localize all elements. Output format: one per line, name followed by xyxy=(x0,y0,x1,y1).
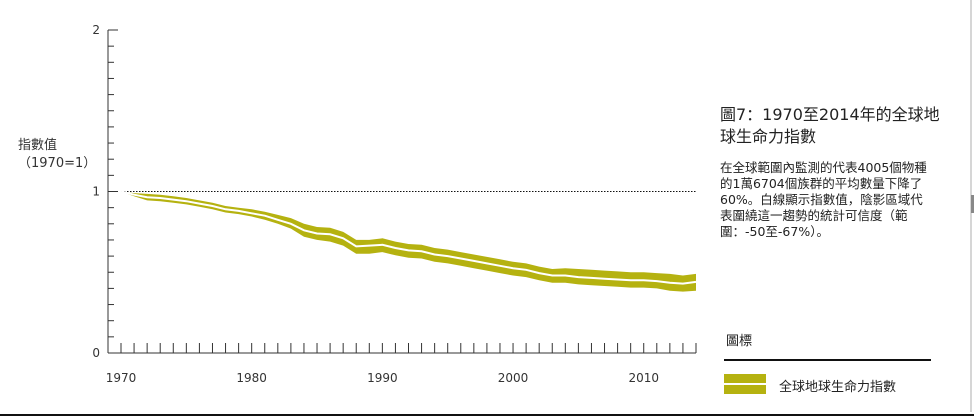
legend-label: 全球地球生命力指數 xyxy=(779,380,897,395)
x-tick-label: 1990 xyxy=(367,371,398,385)
index-line xyxy=(120,190,697,285)
confidence-band xyxy=(121,191,696,292)
y-axis-title-line-2: （1970=1） xyxy=(18,156,97,171)
y-axis-title: 指數值 （1970=1） xyxy=(18,137,96,173)
x-tick-label: 2010 xyxy=(628,371,659,385)
lpi-chart: 0 1 2 1970 1980 1990 2000 2010 xyxy=(92,23,697,385)
x-tick-label: 1970 xyxy=(106,371,137,385)
legend-swatch xyxy=(724,374,766,394)
scroll-marker xyxy=(971,195,974,213)
x-tick-label: 2000 xyxy=(498,371,529,385)
x-tick-label: 1980 xyxy=(236,371,267,385)
bottom-divider xyxy=(0,414,974,416)
figure-caption: 圖7：1970至2014年的全球地球生命力指數 在全球範圍內監測的代表4005個… xyxy=(720,104,950,240)
y-tick-label: 1 xyxy=(92,185,100,199)
legend-swatch-line xyxy=(724,383,766,385)
y-tick-label: 0 xyxy=(92,346,100,360)
y-axis-title-line-1: 指數值 xyxy=(18,138,58,153)
figure-title: 圖7：1970至2014年的全球地球生命力指數 xyxy=(720,105,940,146)
figure-description: 在全球範圍內監測的代表4005個物種的1萬6704個族群的平均數量下降了60%。… xyxy=(720,160,927,239)
legend-divider xyxy=(724,359,931,361)
legend-title: 圖標 xyxy=(726,334,753,349)
y-tick-label: 2 xyxy=(92,23,100,37)
